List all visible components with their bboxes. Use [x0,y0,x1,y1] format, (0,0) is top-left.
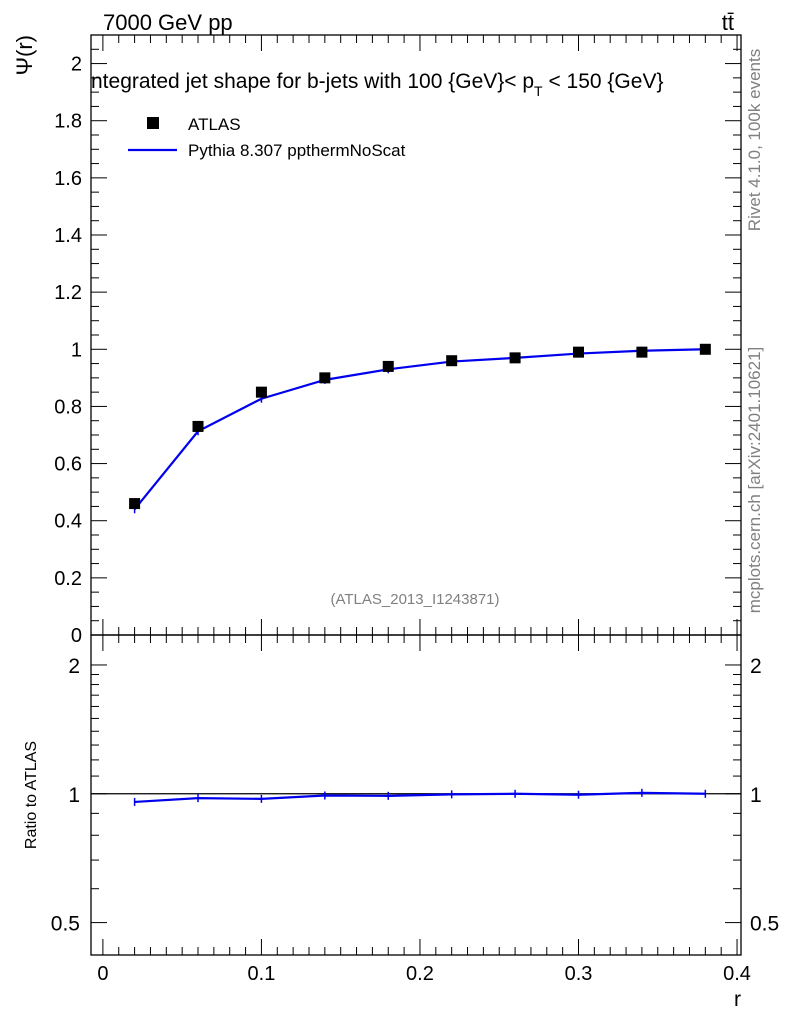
ratio-y-tick-label-right: 1 [750,784,762,807]
analysis-watermark: (ATLAS_2013_I1243871) [330,591,499,608]
legend: ATLAS Pythia 8.307 ppthermNoScat [128,115,406,160]
x-tick-labels: 0 0.1 0.2 0.3 0.4 [97,963,751,985]
x-tick-label: 0.4 [723,963,751,985]
process-label: tt̄ [722,10,734,35]
main-panel: 0 0.2 0.4 0.6 0.8 1 1.2 1.4 1.6 1.8 2 Ψ(r) ntegrat… [12,34,742,647]
main-y-tick-label: 0.6 [54,454,82,476]
atlas-data-point [319,372,331,384]
main-y-tick-label: 1.6 [54,168,82,190]
x-tick-label: 0.1 [248,963,276,985]
rivet-label: Rivet 4.1.0, 100k events [745,49,764,231]
legend-pythia-label: Pythia 8.307 ppthermNoScat [188,141,406,160]
atlas-data-point [192,420,204,432]
ratio-frame [90,634,742,956]
main-y-tick-label: 1 [71,339,82,361]
ratio-y-tick-label-left: 1 [68,784,80,807]
chart-title: ntegrated jet shape for b-jets with 100 … [91,70,663,99]
pythia-curve [133,348,706,510]
ratio-y-tick-label-right: 0.5 [750,913,779,936]
x-axis-label: r [734,988,741,1011]
main-ticks [91,34,741,636]
atlas-data-point [699,343,711,355]
atlas-data-point [509,352,521,364]
mcplots-label: mcplots.cern.ch [arXiv:2401.10621] [745,347,764,613]
ratio-panel: 0.5 0.51 12 2 0 0.1 0.2 0.3 0.4 Ratio to ATLAS … [23,634,779,1011]
legend-atlas-label: ATLAS [188,115,241,134]
atlas-data-point [573,346,584,358]
atlas-data-point [636,346,648,358]
ratio-y-tick-label-left: 2 [68,655,80,678]
main-y-tick-label: 1.8 [54,111,82,133]
main-y-tick-label: 2 [71,54,82,76]
main-y-tick-label: 0.2 [54,568,82,590]
x-tick-label: 0 [97,963,108,985]
ratio-y-axis-label: Ratio to ATLAS [23,741,40,849]
ratio-y-tick-labels: 0.5 0.5 1 1 2 2 [51,655,779,936]
atlas-data-point [446,355,458,367]
main-y-tick-label: 0 [71,625,82,647]
atlas-data-point [255,386,267,398]
main-series [129,343,711,514]
ratio-ticks [91,635,741,955]
energy-label: 7000 GeV pp [103,10,233,35]
main-y-tick-label: 1.4 [54,225,82,247]
ratio-series [133,788,707,806]
atlas-data-point [129,498,141,510]
atlas-data-point [382,360,394,372]
main-y-tick-labels: 0 0.2 0.4 0.6 0.8 1 1.2 1.4 1.6 1.8 2 [54,54,82,647]
main-y-axis-label: Ψ(r) [12,35,37,75]
ratio-y-tick-label-left: 0.5 [51,913,80,936]
legend-atlas-marker [147,117,159,129]
ratio-y-tick-label-right: 2 [750,655,762,678]
x-tick-label: 0.2 [406,963,434,985]
main-y-tick-label: 0.8 [54,396,82,418]
ratio-curve [134,791,706,804]
main-y-tick-label: 0.4 [54,511,82,533]
main-y-tick-label: 1.2 [54,282,82,304]
x-tick-label: 0.3 [565,963,593,985]
